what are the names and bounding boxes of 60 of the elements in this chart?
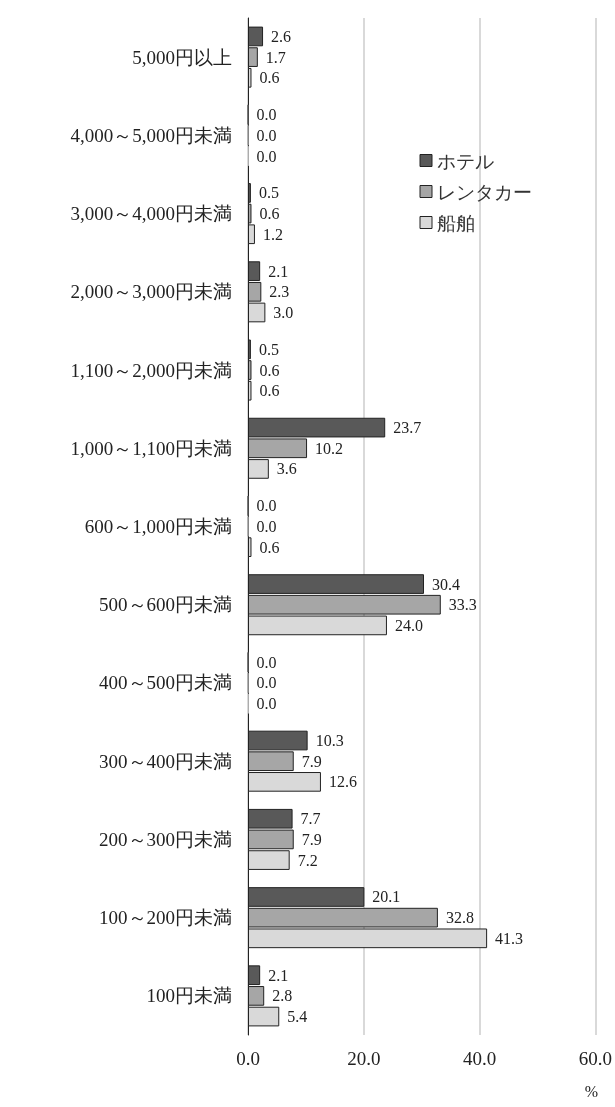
data-label: 10.3: [315, 732, 344, 750]
data-label: 2.8: [272, 987, 293, 1005]
data-label: 0.0: [256, 106, 277, 124]
x-tick-label: 60.0: [578, 1048, 612, 1069]
data-label: 3.0: [273, 303, 294, 321]
data-label: 20.1: [372, 888, 401, 906]
y-tick-label: 4,000～5,000円未満: [70, 124, 232, 146]
data-label: 0.0: [256, 674, 277, 692]
data-label: 0.6: [259, 205, 280, 223]
y-tick-label: 500～600円未満: [99, 594, 232, 616]
y-tick-label: 400～500円未満: [99, 672, 232, 694]
y-tick-label: 200～300円未満: [99, 828, 232, 850]
y-tick-label: 300～400円未満: [99, 750, 232, 772]
data-label: 33.3: [448, 596, 477, 614]
y-tick-label: 100～200円未満: [99, 907, 232, 929]
legend-label: 船舶: [437, 211, 475, 234]
data-label: 23.7: [393, 419, 422, 437]
data-label: 5.4: [287, 1008, 308, 1026]
data-label: 7.2: [297, 851, 318, 869]
y-tick-label: 1,000～1,100円未満: [70, 437, 232, 459]
data-label: 2.6: [271, 27, 292, 45]
x-axis-title: %: [584, 1082, 599, 1100]
data-label: 0.6: [259, 361, 280, 379]
legend-label: ホテル: [437, 149, 494, 172]
legend-label: レンタカー: [437, 180, 532, 203]
data-label: 7.9: [301, 752, 322, 770]
y-tick-label: 600～1,000円未満: [84, 516, 232, 537]
data-label: 1.7: [265, 48, 286, 66]
y-tick-label: 3,000～4,000円未満: [70, 203, 232, 225]
data-label: 0.0: [256, 497, 277, 515]
data-label: 0.0: [256, 147, 277, 165]
data-label: 2.3: [269, 283, 290, 301]
data-label: 12.6: [328, 773, 357, 791]
data-label: 7.7: [300, 810, 321, 828]
y-tick-label: 2,000～3,000円未満: [70, 281, 232, 303]
data-label: 1.2: [262, 225, 283, 243]
data-label: 0.0: [256, 695, 277, 713]
data-label: 0.6: [259, 69, 280, 87]
data-label: 24.0: [394, 616, 423, 634]
data-label: 41.3: [495, 929, 524, 947]
y-tick-label: 100円未満: [146, 985, 232, 1007]
data-label: 0.6: [259, 382, 280, 400]
x-tick-label: 0.0: [236, 1048, 260, 1069]
data-label: 7.9: [301, 830, 322, 848]
data-label: 2.1: [268, 966, 289, 984]
data-label: 30.4: [432, 575, 460, 593]
data-label: 2.1: [268, 262, 289, 280]
data-label: 0.6: [259, 538, 280, 556]
data-label: 0.0: [256, 653, 277, 671]
data-label: 32.8: [445, 909, 474, 927]
data-label: 10.2: [315, 439, 344, 457]
x-tick-label: 20.0: [347, 1048, 381, 1069]
y-tick-label: 5,000円以上: [132, 46, 232, 68]
data-label: 0.0: [256, 518, 277, 535]
data-label: 0.0: [256, 126, 277, 144]
data-label: 3.6: [276, 460, 297, 478]
data-label: 0.5: [258, 340, 279, 358]
x-tick-label: 40.0: [462, 1048, 497, 1069]
data-label: 0.5: [258, 184, 279, 202]
y-tick-label: 1,100～2,000円未満: [70, 359, 232, 381]
